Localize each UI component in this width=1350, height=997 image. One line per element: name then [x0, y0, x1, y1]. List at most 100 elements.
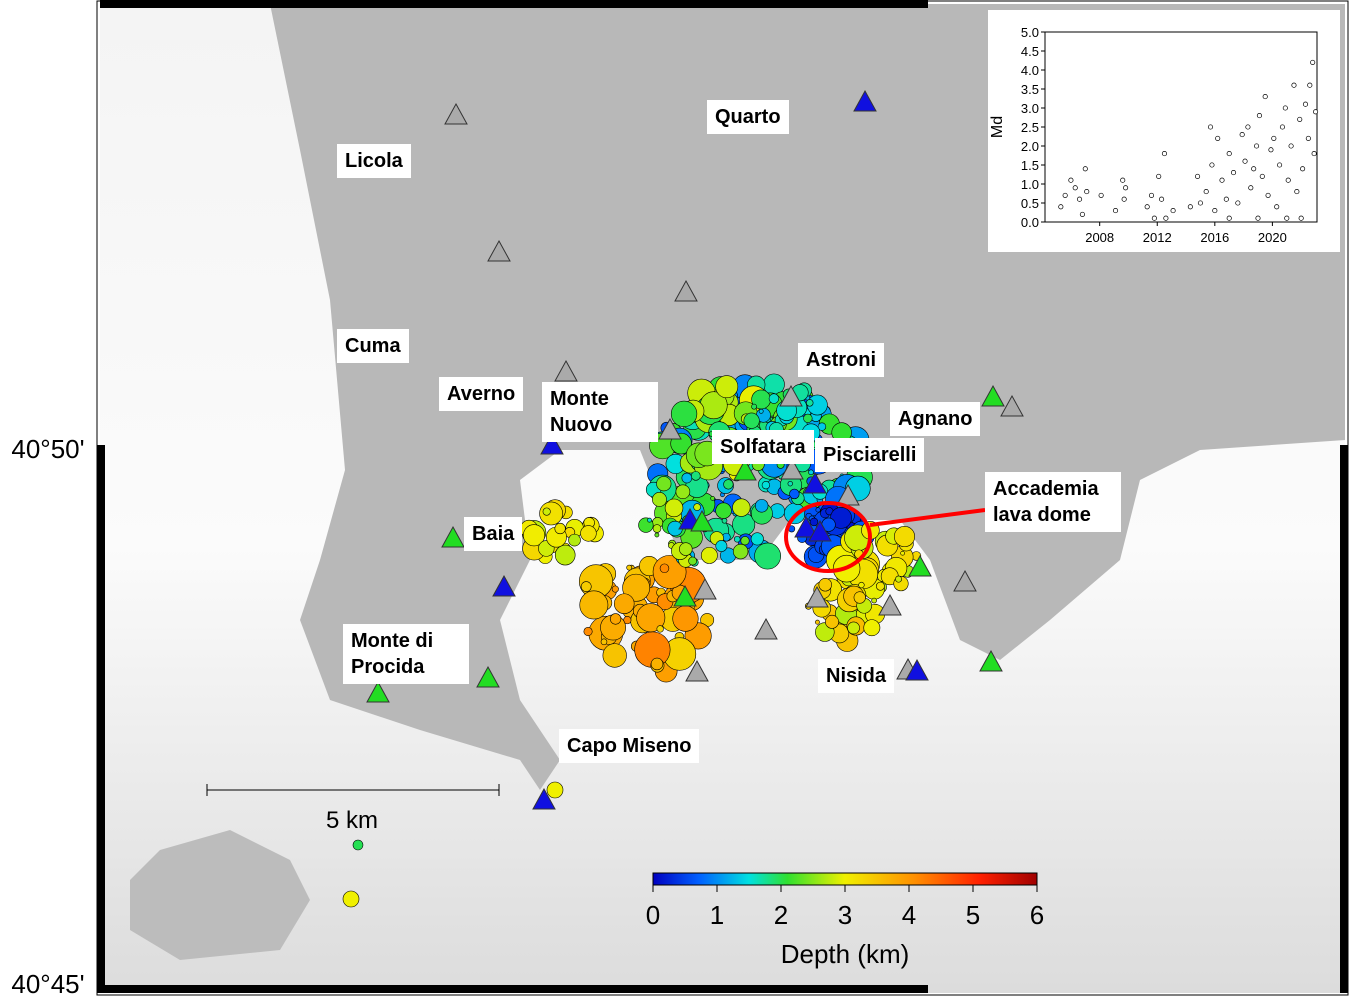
earthquake	[613, 593, 635, 614]
earthquake	[650, 657, 664, 671]
point	[1265, 192, 1271, 198]
earthquake	[723, 479, 734, 490]
station	[733, 458, 757, 481]
earthquake	[652, 555, 687, 589]
station	[808, 519, 832, 542]
earthquake	[858, 581, 865, 589]
earthquake	[539, 501, 563, 526]
earthquake	[743, 412, 760, 429]
earthquake	[600, 638, 608, 646]
earthquake	[750, 532, 764, 546]
point	[1072, 185, 1078, 191]
station	[805, 585, 829, 608]
colorbar-tick-label: 0	[646, 900, 660, 930]
y-tick-label: 1.0	[1021, 177, 1039, 192]
station	[441, 525, 465, 548]
frame-bar	[100, 985, 928, 993]
station	[674, 279, 698, 302]
y-tick-label: 3.5	[1021, 82, 1039, 97]
x-tick-label: 2016	[1200, 230, 1229, 245]
station	[905, 658, 929, 681]
point	[1121, 196, 1127, 202]
station	[444, 102, 468, 125]
colorbar-label: Depth (km)	[781, 939, 910, 969]
earthquake	[817, 422, 827, 431]
earthquake	[691, 471, 701, 481]
stations	[366, 89, 1024, 810]
colorbar-tick-label: 2	[774, 900, 788, 930]
station	[673, 584, 697, 607]
point	[1259, 173, 1265, 179]
station	[979, 649, 1003, 672]
point	[1226, 215, 1232, 221]
station	[540, 432, 564, 455]
point	[1112, 208, 1119, 214]
station	[878, 593, 902, 616]
place-label: Monte Nuovo	[542, 382, 658, 442]
earthquake	[656, 476, 672, 492]
y-tick-label: 4.0	[1021, 63, 1039, 78]
earthquake	[815, 619, 820, 625]
point	[1302, 101, 1309, 107]
earthquake	[754, 499, 769, 513]
point	[1305, 135, 1311, 141]
earthquake	[670, 400, 698, 427]
point	[1223, 196, 1229, 202]
earthquake	[732, 543, 749, 560]
earthquake	[875, 581, 885, 591]
station	[908, 554, 932, 577]
point	[1151, 215, 1157, 221]
y-tick-label: 2.0	[1021, 139, 1039, 154]
earthquake	[583, 626, 593, 636]
lat-label: 40°50'	[11, 434, 84, 464]
earthquake	[542, 507, 551, 516]
point	[1068, 177, 1074, 183]
y-tick-label: 2.5	[1021, 120, 1039, 135]
earthquake	[580, 581, 592, 592]
station	[981, 384, 1005, 407]
point	[1123, 185, 1129, 191]
earthquake	[579, 590, 609, 620]
place-label: Averno	[439, 377, 524, 411]
place-label: Monte di Procida	[343, 624, 469, 684]
earthquake	[732, 498, 751, 517]
point	[1262, 94, 1268, 100]
point	[1255, 215, 1261, 221]
point	[1284, 215, 1290, 221]
station	[754, 617, 778, 640]
colorbar	[652, 872, 1038, 886]
station	[780, 457, 804, 480]
earthquake	[546, 781, 564, 799]
earthquake	[602, 643, 627, 668]
earthquake	[825, 614, 839, 629]
place-label: Pisciarelli	[815, 438, 925, 472]
station	[532, 787, 556, 810]
point	[1297, 116, 1303, 122]
point	[1256, 113, 1262, 119]
station	[803, 471, 827, 494]
earthquake	[751, 403, 758, 410]
earthquake	[656, 625, 664, 633]
earthquake	[568, 533, 581, 547]
earthquake	[554, 544, 576, 566]
earthquake	[659, 563, 670, 574]
earthquake	[895, 575, 903, 583]
station	[1000, 394, 1024, 417]
earthquake	[611, 585, 619, 593]
earthquake	[342, 890, 360, 908]
colorbar-tick-label: 6	[1030, 900, 1044, 930]
earthquake	[688, 556, 698, 566]
place-label: Quarto	[707, 100, 789, 134]
point	[1307, 82, 1313, 88]
earthquake	[808, 469, 814, 476]
colorbar-tick-label: 4	[902, 900, 916, 930]
earthquake	[761, 480, 771, 490]
point	[1076, 196, 1083, 202]
earthquake	[523, 524, 546, 547]
x-tick-label: 2008	[1085, 230, 1114, 245]
y-tick-label: 3.0	[1021, 101, 1039, 116]
point	[1310, 59, 1316, 65]
point	[1279, 124, 1286, 130]
station	[953, 569, 977, 592]
